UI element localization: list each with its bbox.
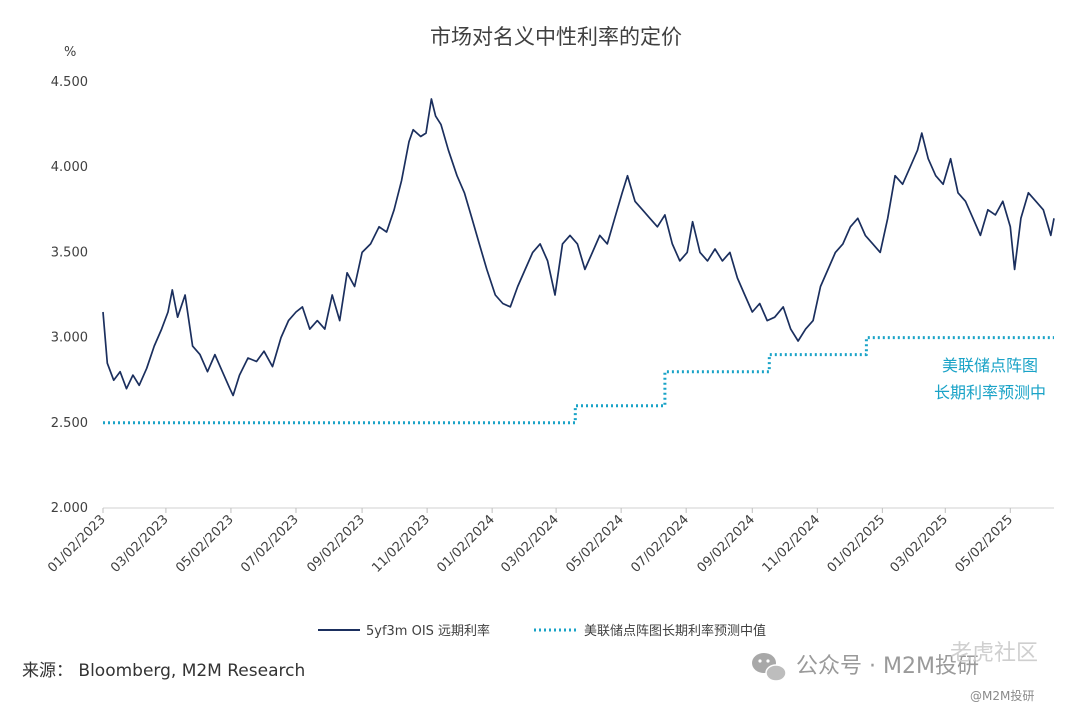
series-dotplot-line [103, 336, 1054, 425]
y-tick-label-2: 3.000 [51, 331, 88, 346]
x-tick-label-0: 01/02/2023 [45, 512, 109, 576]
x-tick-label-3: 07/02/2023 [238, 512, 302, 576]
y-tick-labels: 2.000 2.500 3.000 3.500 4.000 4.500 [51, 75, 88, 516]
x-tick-label-9: 07/02/2024 [628, 512, 692, 576]
x-tick-label-12: 01/02/2025 [825, 512, 889, 576]
legend-label-ois: 5yf3m OIS 远期利率 [366, 623, 490, 639]
x-tick-label-14: 05/02/2025 [953, 512, 1017, 576]
chart-title: 市场对名义中性利率的定价 [430, 25, 682, 49]
wechat-icon [752, 653, 787, 682]
y-tick-label-1: 2.500 [51, 416, 88, 431]
y-tick-label-4: 4.000 [51, 160, 88, 175]
legend-label-dotplot: 美联储点阵图长期利率预测中值 [584, 623, 766, 639]
x-tick-label-7: 03/02/2024 [498, 512, 562, 576]
x-tick-label-10: 09/02/2024 [695, 512, 759, 576]
annotation-line-2: 长期利率预测中 [934, 383, 1046, 402]
watermark: 公众号 · M2M投研 老虎社区 @M2M投研 [752, 641, 1038, 703]
y-tick-label-0: 2.000 [51, 501, 88, 516]
annotation-line-1: 美联储点阵图 [942, 356, 1038, 375]
y-tick-label-5: 4.500 [51, 75, 88, 90]
watermark-corner: 老虎社区 [950, 641, 1038, 666]
legend: 5yf3m OIS 远期利率 美联储点阵图长期利率预测中值 [318, 623, 766, 639]
watermark-main: 公众号 · M2M投研 [796, 654, 979, 679]
x-axis: 01/02/2023 03/02/2023 05/02/2023 07/02/2023… [45, 507, 1054, 576]
y-tick-label-3: 3.500 [51, 245, 88, 260]
x-tick-label-6: 01/02/2024 [434, 512, 498, 576]
x-tick-label-8: 05/02/2024 [563, 512, 627, 576]
x-tick-label-2: 05/02/2023 [173, 512, 237, 576]
series-ois-line [102, 98, 1055, 397]
series-layer [102, 98, 1055, 425]
x-tick-label-1: 03/02/2023 [108, 512, 172, 576]
x-tick-label-4: 09/02/2023 [304, 512, 368, 576]
x-tick-label-5: 11/02/2023 [369, 512, 433, 576]
source-note: 来源： Bloomberg, M2M Research [22, 661, 305, 681]
x-tick-label-11: 11/02/2024 [760, 512, 824, 576]
watermark-small: @M2M投研 [970, 688, 1034, 703]
x-tick-label-13: 03/02/2025 [887, 512, 951, 576]
y-axis-label: % [64, 45, 76, 60]
